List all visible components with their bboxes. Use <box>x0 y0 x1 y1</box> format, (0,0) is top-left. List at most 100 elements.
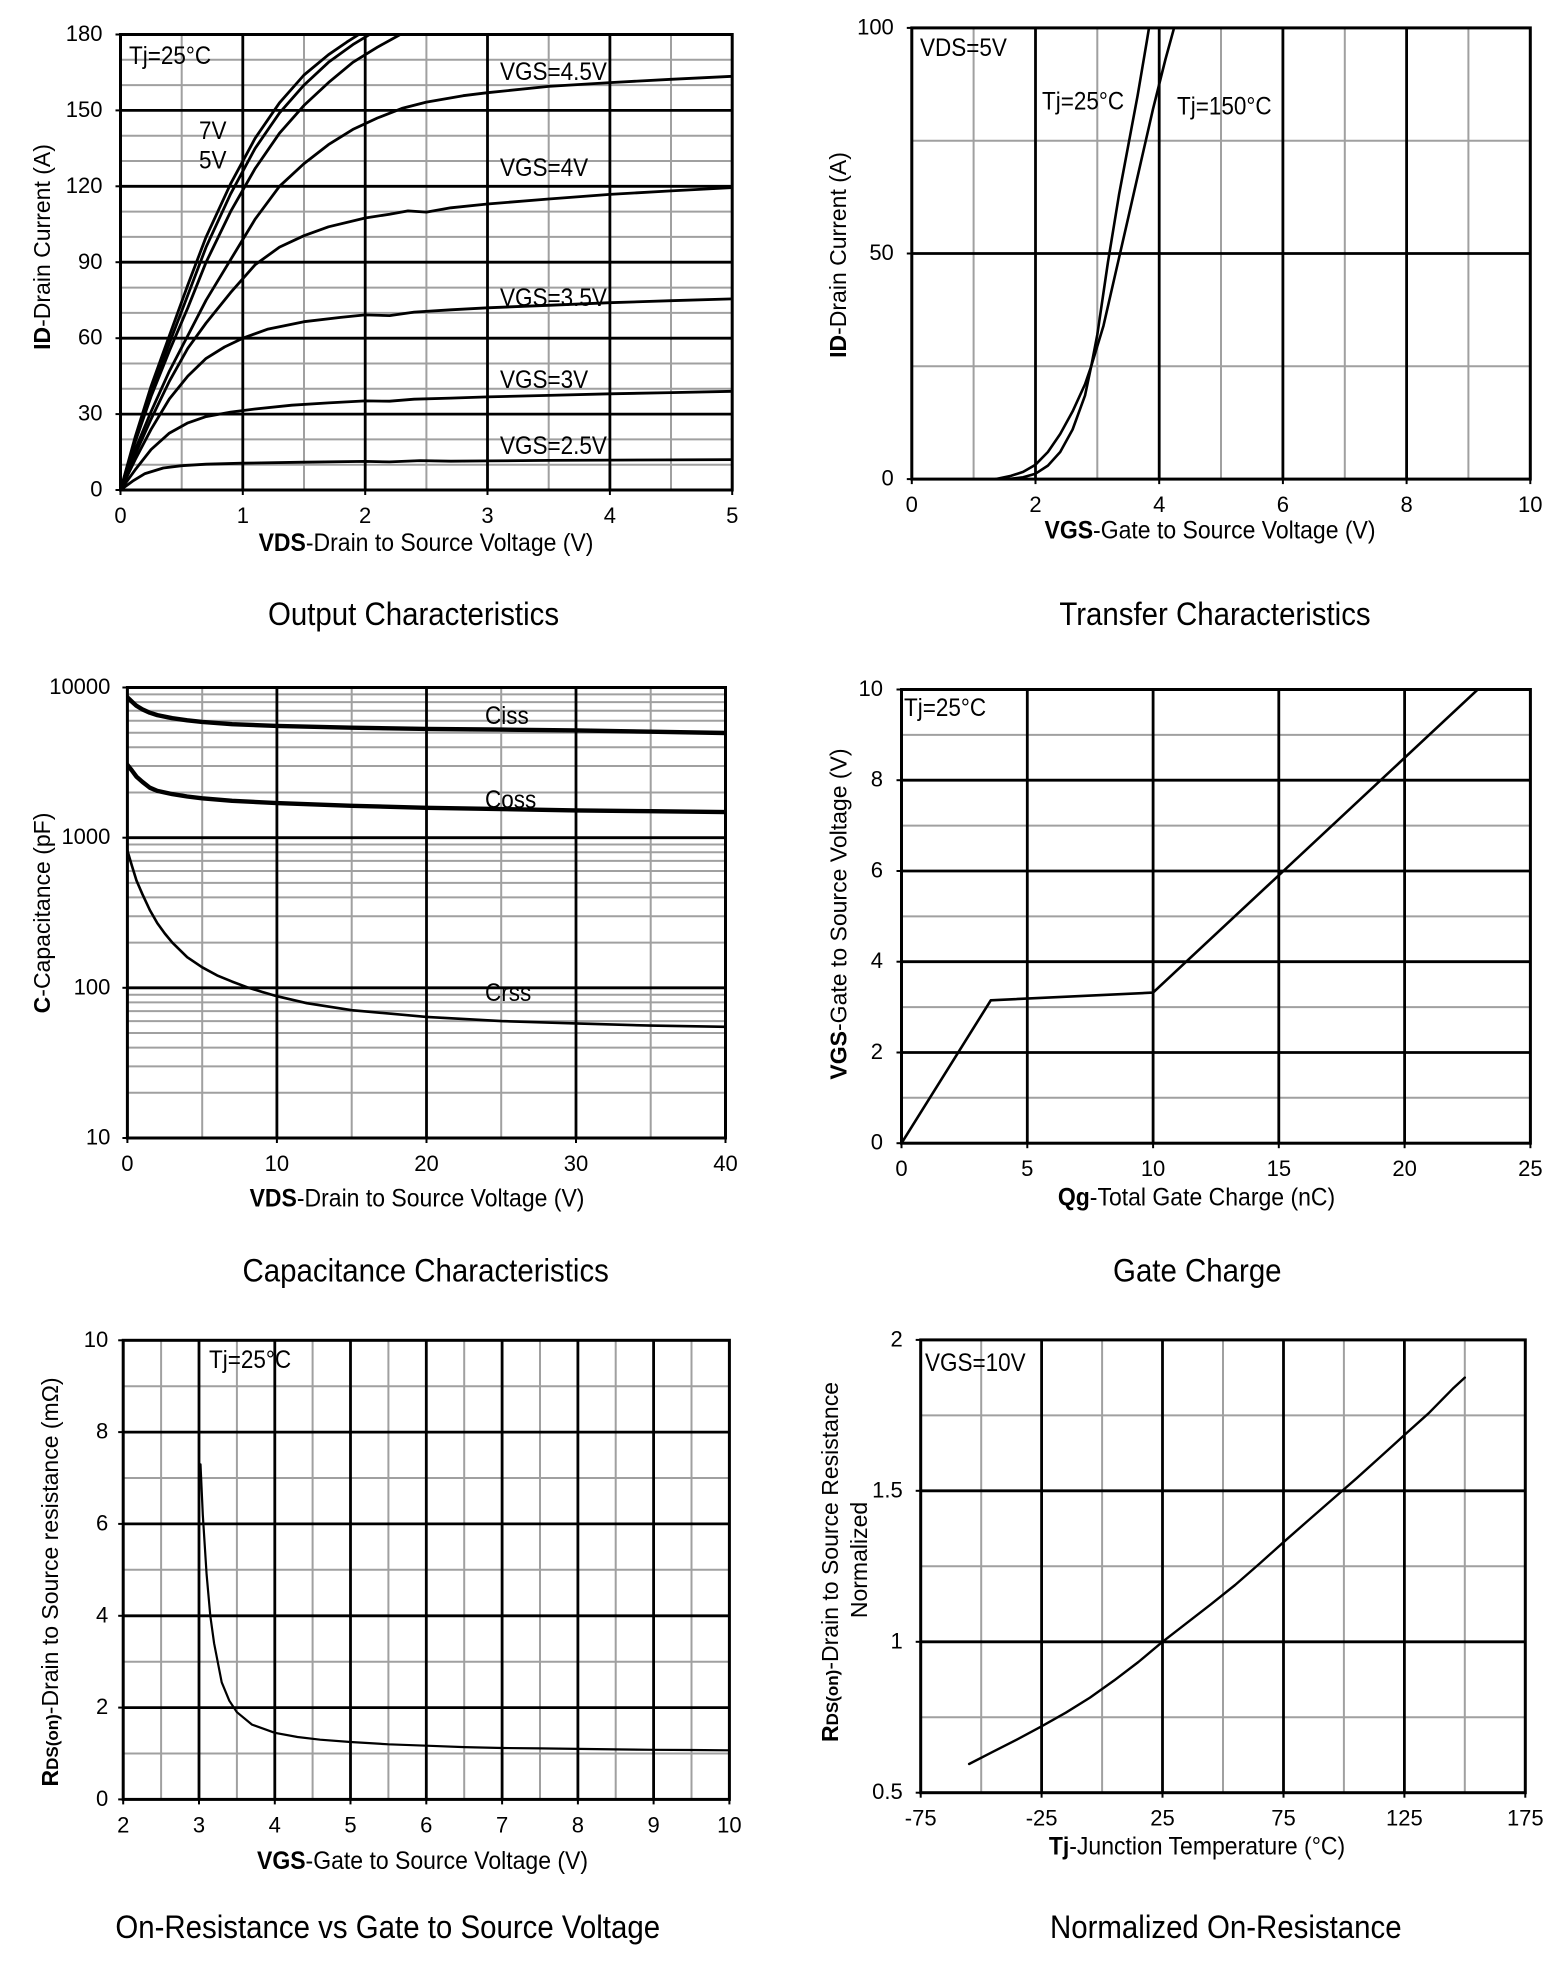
svg-text:6: 6 <box>1277 492 1289 517</box>
svg-text:0: 0 <box>906 492 918 517</box>
svg-text:Normalized On-Resistance: Normalized On-Resistance <box>1050 1909 1402 1945</box>
svg-text:VGS=10V: VGS=10V <box>925 1349 1026 1377</box>
svg-text:30: 30 <box>78 401 102 426</box>
svg-text:10: 10 <box>859 676 883 701</box>
svg-text:4: 4 <box>1153 492 1165 517</box>
svg-text:10: 10 <box>717 1812 741 1837</box>
svg-text:2: 2 <box>871 1039 883 1064</box>
svg-text:8: 8 <box>96 1419 108 1444</box>
svg-text:Tj=25°C: Tj=25°C <box>1042 87 1124 115</box>
svg-text:5: 5 <box>726 503 738 528</box>
svg-text:6: 6 <box>420 1812 432 1837</box>
svg-text:10: 10 <box>86 1125 110 1150</box>
svg-text:2: 2 <box>1029 492 1041 517</box>
svg-text:10: 10 <box>1141 1156 1165 1181</box>
svg-text:3: 3 <box>481 503 493 528</box>
svg-text:8: 8 <box>1400 492 1412 517</box>
svg-text:ID-Drain Current (A): ID-Drain Current (A) <box>825 152 851 358</box>
svg-text:100: 100 <box>74 974 111 999</box>
svg-text:0: 0 <box>882 466 894 491</box>
svg-text:7V: 7V <box>199 117 227 145</box>
svg-text:Tj-Junction Temperature (°C): Tj-Junction Temperature (°C) <box>1049 1833 1345 1861</box>
svg-text:VGS-Gate to Source Voltage (V): VGS-Gate to Source Voltage (V) <box>257 1847 588 1875</box>
svg-text:Transfer Characteristics: Transfer Characteristics <box>1059 596 1370 632</box>
svg-text:50: 50 <box>869 240 893 265</box>
svg-text:Gate Charge: Gate Charge <box>1113 1252 1282 1288</box>
svg-text:180: 180 <box>66 21 103 46</box>
svg-text:1000: 1000 <box>61 824 110 849</box>
svg-text:60: 60 <box>78 325 102 350</box>
svg-text:Ciss: Ciss <box>485 702 529 730</box>
svg-text:4: 4 <box>269 1812 281 1837</box>
svg-text:75: 75 <box>1271 1806 1295 1831</box>
svg-text:On-Resistance vs Gate to Sourc: On-Resistance vs Gate to Source Voltage <box>115 1909 660 1945</box>
svg-text:10000: 10000 <box>49 674 110 699</box>
svg-text:100: 100 <box>857 14 894 39</box>
svg-text:VGS=4.5V: VGS=4.5V <box>500 58 607 86</box>
svg-text:2: 2 <box>117 1812 129 1837</box>
svg-text:4: 4 <box>604 503 616 528</box>
svg-text:VGS=4V: VGS=4V <box>500 154 588 182</box>
svg-text:4: 4 <box>96 1602 108 1627</box>
svg-text:VGS-Gate to Source Voltage (V): VGS-Gate to Source Voltage (V) <box>826 748 852 1079</box>
svg-text:5: 5 <box>1021 1156 1033 1181</box>
svg-text:2: 2 <box>359 503 371 528</box>
svg-text:6: 6 <box>96 1510 108 1535</box>
svg-text:90: 90 <box>78 249 102 274</box>
svg-text:120: 120 <box>66 173 103 198</box>
svg-text:Output Characteristics: Output Characteristics <box>268 596 559 632</box>
svg-text:1: 1 <box>890 1628 902 1653</box>
svg-text:40: 40 <box>713 1151 737 1176</box>
svg-text:1: 1 <box>237 503 249 528</box>
svg-text:ID-Drain Current (A): ID-Drain Current (A) <box>29 144 55 350</box>
svg-text:20: 20 <box>414 1151 438 1176</box>
svg-text:10: 10 <box>84 1327 108 1352</box>
svg-text:175: 175 <box>1507 1806 1544 1831</box>
svg-text:9: 9 <box>648 1812 660 1837</box>
svg-text:1.5: 1.5 <box>872 1477 903 1502</box>
svg-text:15: 15 <box>1267 1156 1291 1181</box>
svg-text:0.5: 0.5 <box>872 1779 903 1804</box>
svg-text:0: 0 <box>114 503 126 528</box>
svg-text:0: 0 <box>871 1130 883 1155</box>
svg-text:RDS(on)-Drain to Source Resist: RDS(on)-Drain to Source Resistance <box>817 1382 843 1742</box>
svg-text:150: 150 <box>66 97 103 122</box>
svg-text:25: 25 <box>1150 1806 1174 1831</box>
svg-text:Tj=25°C: Tj=25°C <box>904 694 986 722</box>
svg-text:-25: -25 <box>1026 1806 1058 1831</box>
svg-text:VGS=3V: VGS=3V <box>500 366 588 394</box>
svg-text:VGS-Gate to Source Voltage (V): VGS-Gate to Source Voltage (V) <box>1044 517 1375 545</box>
svg-text:Crss: Crss <box>485 979 531 1007</box>
svg-text:10: 10 <box>265 1151 289 1176</box>
svg-text:VGS=3.5V: VGS=3.5V <box>500 284 607 312</box>
svg-text:2: 2 <box>890 1326 902 1351</box>
svg-text:5: 5 <box>344 1812 356 1837</box>
svg-text:Tj=25°C: Tj=25°C <box>209 1346 291 1374</box>
svg-text:Tj=25°C: Tj=25°C <box>129 42 211 70</box>
svg-text:VDS-Drain to Source Voltage (V: VDS-Drain to Source Voltage (V) <box>250 1185 585 1213</box>
svg-text:C-Capacitance (pF): C-Capacitance (pF) <box>29 813 55 1014</box>
svg-text:RDS(on)-Drain to Source resist: RDS(on)-Drain to Source resistance (mΩ) <box>37 1377 63 1786</box>
svg-text:Normalized: Normalized <box>846 1502 872 1618</box>
svg-text:6: 6 <box>871 857 883 882</box>
svg-text:0: 0 <box>96 1786 108 1811</box>
svg-text:VDS=5V: VDS=5V <box>920 34 1007 62</box>
svg-text:4: 4 <box>871 948 883 973</box>
svg-text:Qg-Total Gate Charge (nC): Qg-Total Gate Charge (nC) <box>1058 1184 1335 1212</box>
svg-text:7: 7 <box>496 1812 508 1837</box>
svg-text:2: 2 <box>96 1694 108 1719</box>
svg-text:5V: 5V <box>199 146 227 174</box>
svg-text:25: 25 <box>1518 1156 1542 1181</box>
svg-text:Capacitance Characteristics: Capacitance Characteristics <box>243 1252 609 1288</box>
svg-text:Coss: Coss <box>485 786 536 814</box>
svg-text:VGS=2.5V: VGS=2.5V <box>500 432 607 460</box>
svg-text:125: 125 <box>1386 1806 1423 1831</box>
svg-text:20: 20 <box>1392 1156 1416 1181</box>
svg-text:VDS-Drain to Source Voltage (V: VDS-Drain to Source Voltage (V) <box>259 529 594 557</box>
svg-text:Tj=150°C: Tj=150°C <box>1177 92 1272 120</box>
svg-text:0: 0 <box>895 1156 907 1181</box>
svg-text:0: 0 <box>90 477 102 502</box>
svg-text:30: 30 <box>564 1151 588 1176</box>
svg-text:10: 10 <box>1518 492 1542 517</box>
svg-text:8: 8 <box>871 767 883 792</box>
